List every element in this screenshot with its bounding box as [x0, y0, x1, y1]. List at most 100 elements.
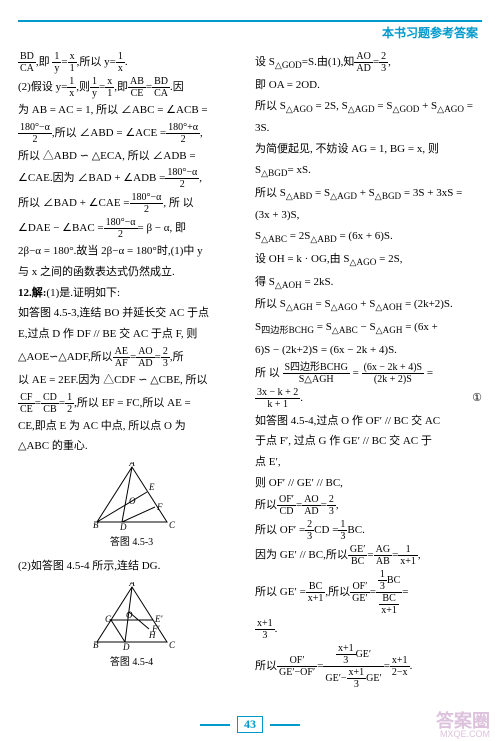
equation-ref: ①: [472, 389, 482, 408]
watermark-sub: MXQE.COM: [440, 729, 490, 739]
footer-line-icon: [270, 724, 300, 726]
text-line: 设 OH = k · OG,由 S△AGO = 2S,: [255, 250, 482, 271]
text-line: (2)如答图 4.5-4 所示,连结 DG.: [18, 557, 245, 576]
text-line: 所以 GE′ =BCx+1,所以OF′GE′=13BCBCx+1=: [255, 569, 482, 616]
svg-text:E′: E′: [154, 614, 163, 624]
text-line: 2β−α = 180°.故当 2β−α = 180°时,(1)中 y: [18, 242, 245, 261]
fraction: 12: [65, 392, 74, 415]
text-line: x+13.: [255, 618, 482, 641]
fraction: 1y: [90, 76, 99, 99]
text-line: 点 E′,: [255, 453, 482, 472]
triangle-diagram-icon: A B C D E F O: [87, 462, 177, 532]
fraction: 23: [327, 494, 336, 517]
fraction: x1: [105, 76, 114, 99]
fraction: 180°+α2: [166, 122, 200, 145]
svg-text:E: E: [148, 482, 155, 492]
fraction: 180°−α2: [104, 217, 138, 240]
compound-fraction: x+13GE′GE′−x+13GE′: [323, 643, 383, 690]
svg-text:D: D: [122, 642, 130, 652]
fraction: BDCA: [152, 76, 170, 99]
fraction: S四边形BCHGS△AGH: [283, 362, 350, 385]
text-line: ∠DAE − ∠BAC =180°−α2= β − α, 即: [18, 217, 245, 240]
text-line: 于点 F′, 过点 G 作 GE′ // BC 交 AC 于: [255, 432, 482, 451]
fraction: x+13: [255, 618, 275, 641]
figure-caption: 答图 4.5-3: [18, 534, 245, 551]
item-number: 12.解:: [18, 287, 46, 299]
fraction: 180°−α2: [165, 167, 199, 190]
text-line: S△BGD= xS.: [255, 161, 482, 182]
text-line: S四边形BCHG = S△ABC − S△AGH = (6x +: [255, 318, 482, 339]
fraction: 1x+1: [398, 544, 418, 567]
text-line: 所以 S△ABD = S△AGD + S△BGD = 3S + 3xS =: [255, 184, 482, 205]
text-line: 如答图 4.5-3,连结 BO 并延长交 AC 于点: [18, 304, 245, 323]
text-line: 与 x 之间的函数表达式仍然成立.: [18, 263, 245, 282]
fraction: GE′BC: [348, 544, 368, 567]
fraction: 1x: [116, 51, 125, 74]
text-line: BDCA,即 1y=x1,所以 y=1x.: [18, 51, 245, 74]
figure-2: A B C D G E′ F′ H O 答图 4.5-4: [18, 582, 245, 671]
text-line: 所以 S△AGO = 2S, S△AGD = S△GOD + S△AGO =: [255, 97, 482, 118]
fraction: OF′CD: [277, 494, 296, 517]
text-line: CE,即点 E 为 AC 中点, 所以点 O 为: [18, 417, 245, 436]
text-line: (3x + 3)S,: [255, 206, 482, 225]
fraction: CDCB: [41, 392, 59, 415]
fraction: AEAF: [113, 346, 130, 369]
fraction: CFCE: [18, 392, 35, 415]
text-line: ∠CAE.因为 ∠BAD + ∠ADB =180°−α2,: [18, 167, 245, 190]
content-columns: BDCA,即 1y=x1,所以 y=1x. (2)假设 y=1x,则1y=x1,…: [18, 51, 482, 692]
page-number: 43: [237, 716, 263, 733]
triangle-diagram-icon: A B C D G E′ F′ H O: [87, 582, 177, 652]
svg-text:F: F: [156, 502, 163, 512]
svg-text:C: C: [169, 640, 176, 650]
text-line: (2)假设 y=1x,则1y=x1,即ABCE=BDCA.因: [18, 76, 245, 99]
fraction: OF′GE′: [350, 581, 370, 604]
fraction: AOAD: [302, 494, 320, 517]
fraction: 23: [161, 346, 170, 369]
svg-text:C: C: [169, 520, 176, 530]
text-line: 所以 S△AGH = S△AGO + S△AOH = (2k+2)S.: [255, 295, 482, 316]
text-line: S△ABC = 2S△ABD = (6x + 6)S.: [255, 227, 482, 248]
text-line: 如答图 4.5-4,过点 O 作 OF′ // BC 交 AC: [255, 412, 482, 431]
text-line: 设 S△GOD=S.由(1),知AOAD=23,: [255, 51, 482, 74]
text-line: 以 AE = 2EF.因为 △CDF ∽ △CBE, 所以: [18, 371, 245, 390]
fraction: x+12−x: [390, 655, 410, 678]
header-title: 本书习题参考答案: [382, 26, 482, 40]
fraction: 23: [305, 519, 314, 542]
text-line: 所以 ∠BAD + ∠CAE =180°−α2, 所 以: [18, 192, 245, 215]
fraction: BCx+1: [306, 581, 326, 604]
fraction: x1: [68, 51, 77, 74]
fraction: 180°−α2: [130, 192, 164, 215]
text-line: 所以OF′CD=AOAD=23,: [255, 494, 482, 517]
text-line: CFCE=CDCB=12,所以 EF = FC,所以 AE =: [18, 392, 245, 415]
text-line: △AOE∽△ADF,所以AEAF=AOAD=23,所: [18, 346, 245, 369]
text-line: 180°−α2,所以 ∠ABD = ∠ACE =180°+α2,: [18, 122, 245, 145]
text-line: 3S.: [255, 119, 482, 138]
text-line: 3x − k + 2k + 1. ①: [255, 387, 482, 410]
svg-text:H: H: [148, 630, 156, 640]
svg-text:D: D: [119, 522, 127, 532]
text-line: 所 以 S四边形BCHGS△AGH = (6x − 2k + 4)S(2k + …: [255, 362, 482, 385]
svg-text:O: O: [129, 496, 136, 506]
text-line: 即 OA = 2OD.: [255, 76, 482, 95]
svg-text:B: B: [93, 640, 99, 650]
header-line: [18, 20, 482, 22]
header: 本书习题参考答案: [18, 20, 482, 41]
text-line: 为 AB = AC = 1, 所以 ∠ABC = ∠ACB =: [18, 101, 245, 120]
fraction: AOAD: [354, 51, 372, 74]
footer-line-icon: [200, 724, 230, 726]
text-line: 6)S − (2k+2)S = (6x − 2k + 4)S.: [255, 341, 482, 360]
left-column: BDCA,即 1y=x1,所以 y=1x. (2)假设 y=1x,则1y=x1,…: [18, 51, 245, 692]
svg-text:B: B: [93, 520, 99, 530]
text-line: 得 S△AOH = 2kS.: [255, 273, 482, 294]
text-line: E,过点 D 作 DF // BE 交 AC 于点 F, 则: [18, 325, 245, 344]
svg-text:A: A: [128, 462, 135, 468]
fraction: BDCA: [18, 51, 36, 74]
text-line: 所以OF′GE′−OF′=x+13GE′GE′−x+13GE′=x+12−x.: [255, 643, 482, 690]
page: 本书习题参考答案 BDCA,即 1y=x1,所以 y=1x. (2)假设 y=1…: [0, 0, 500, 741]
text-line: △ABC 的重心.: [18, 437, 245, 456]
text-line: 12.解:(1)是.证明如下:: [18, 284, 245, 303]
figure-1: A B C D E F O 答图 4.5-3: [18, 462, 245, 551]
text-line: 所以 OF′ =23CD =13BC.: [255, 519, 482, 542]
fraction: 1x: [67, 76, 76, 99]
fraction: 180°−α2: [18, 122, 52, 145]
